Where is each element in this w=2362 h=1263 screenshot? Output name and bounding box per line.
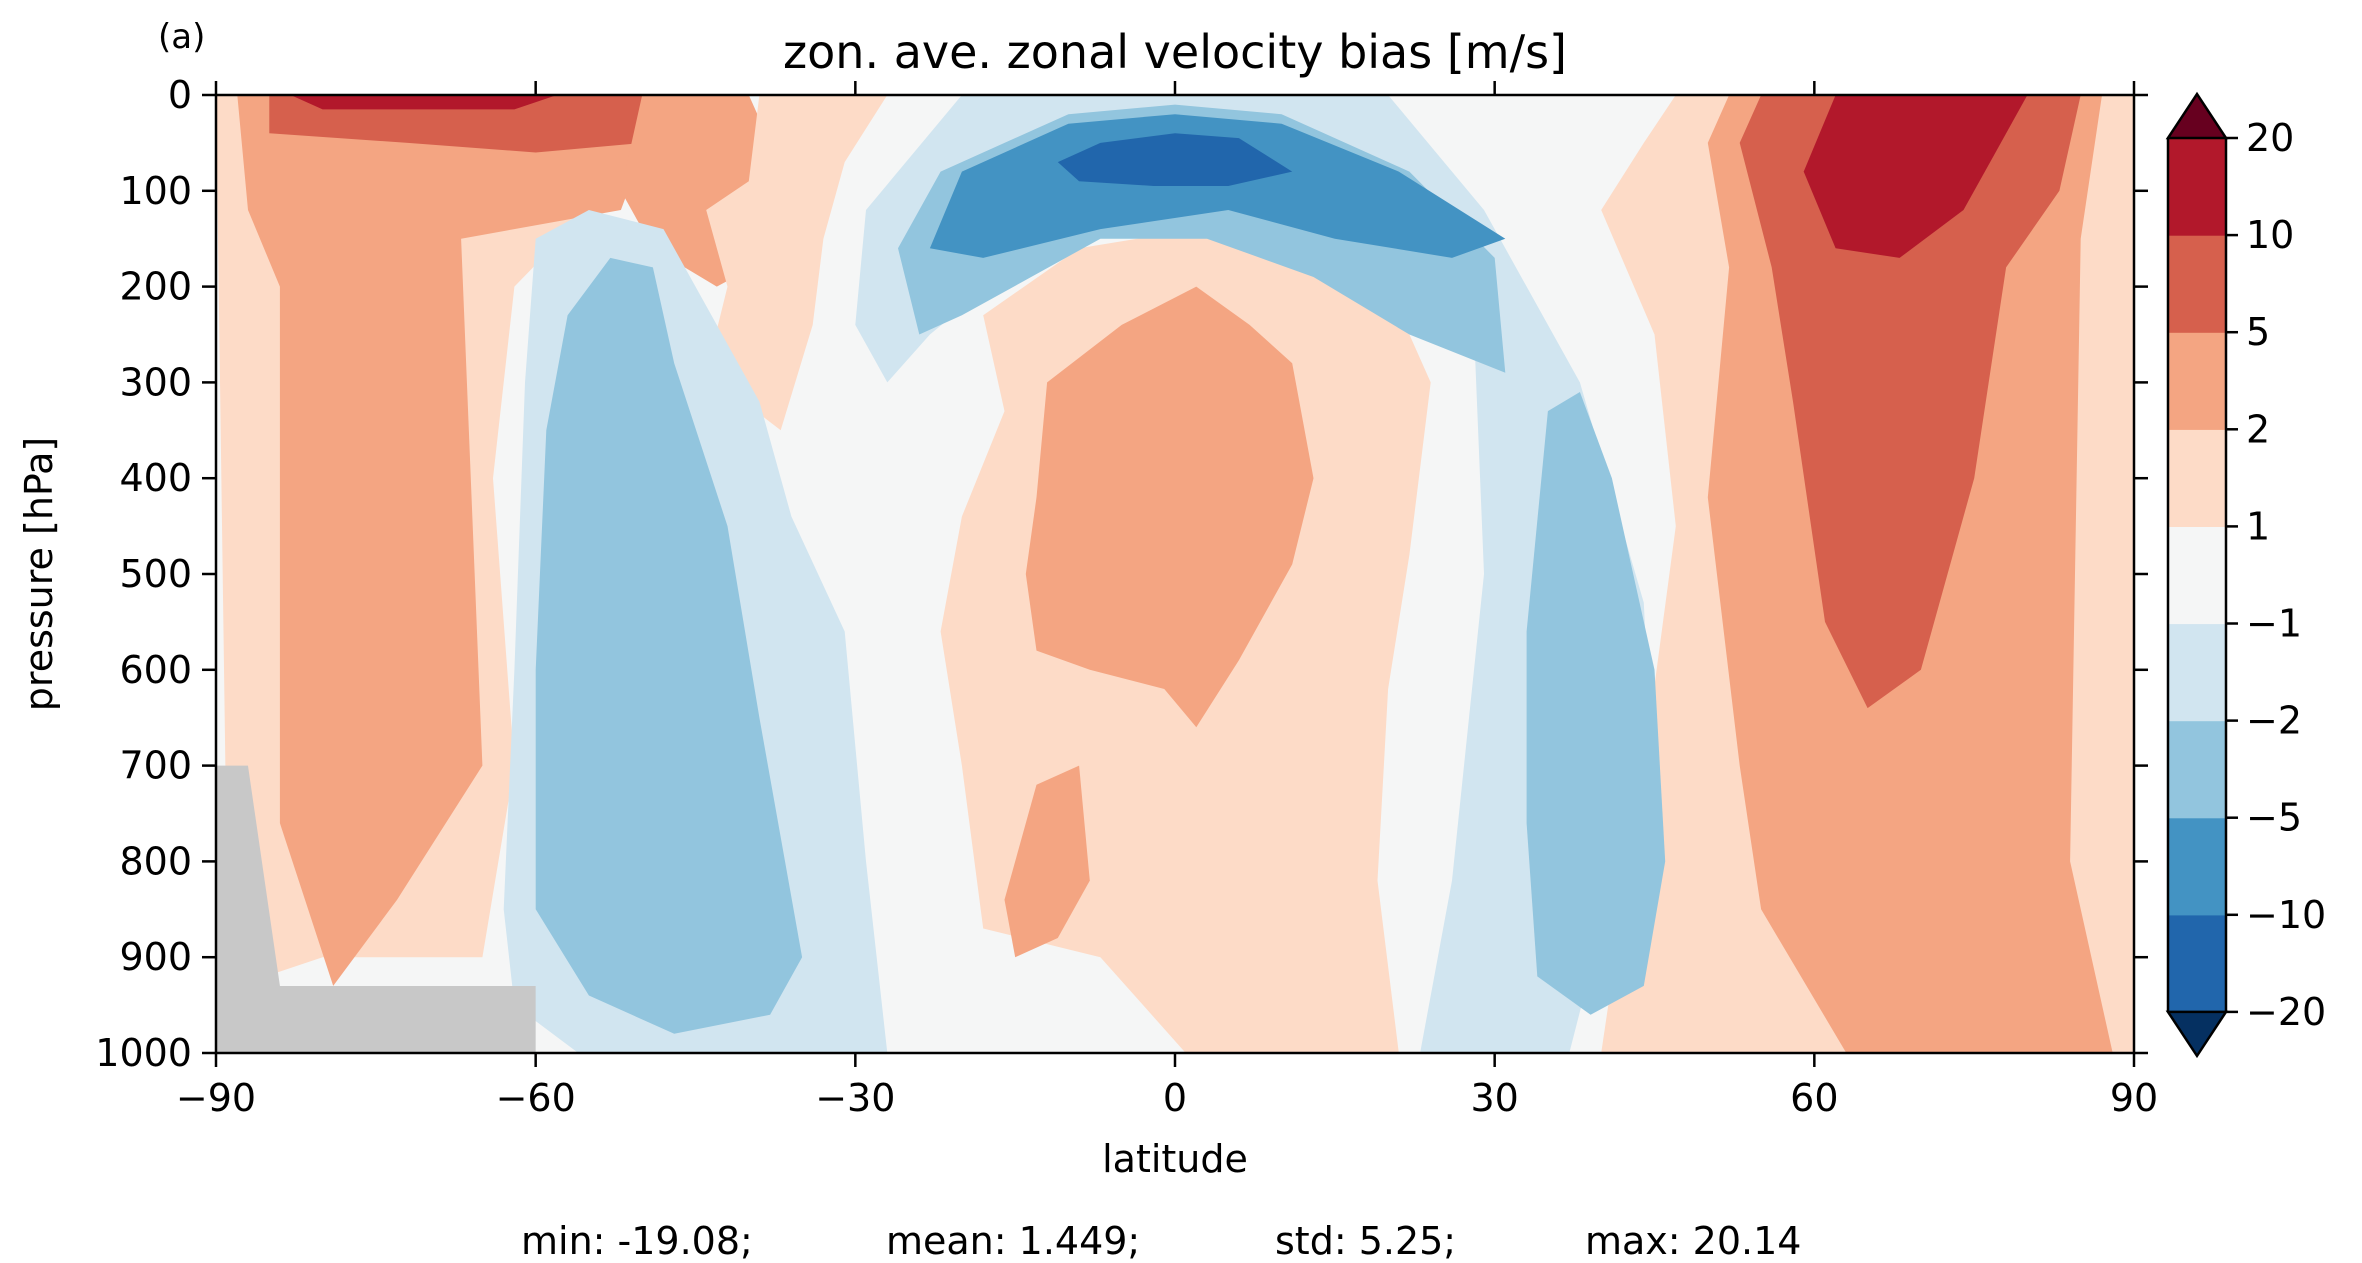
colorbar-segment	[2168, 138, 2226, 236]
y-tick-label: 0	[168, 73, 192, 117]
contour-region-8	[1004, 765, 1090, 958]
colorbar-tick-label: −20	[2246, 990, 2326, 1034]
stats-line: min: -19.08; mean: 1.449; std: 5.25; max…	[521, 1219, 1801, 1263]
colorbar-tick-label: 20	[2246, 116, 2294, 160]
y-tick-label: 1000	[95, 1031, 192, 1075]
y-tick-label: 200	[119, 265, 192, 309]
y-tick-label: 900	[119, 935, 192, 979]
contour-region-14	[535, 257, 803, 1034]
y-tick-label: 400	[119, 456, 192, 500]
colorbar-segment	[2168, 817, 2226, 916]
stat-mean: mean: 1.449;	[886, 1219, 1140, 1263]
colorbar-extend-top	[2165, 91, 2229, 140]
contour-region-19	[1526, 392, 1666, 1015]
x-tick-label: 30	[1470, 1076, 1518, 1120]
stat-max: max: 20.14	[1585, 1219, 1801, 1263]
colorbar-tick-label: −10	[2246, 893, 2326, 937]
contour-region-1	[237, 95, 664, 986]
x-tick-label: 60	[1790, 1076, 1838, 1120]
y-tick-label: 500	[119, 552, 192, 596]
panel-label: (a)	[158, 17, 205, 57]
colorbar-segment	[2168, 720, 2226, 819]
y-axis: 0 100 200 300 400 500 600 700 800 900 1000	[95, 73, 2148, 1075]
colorbar-tick-label: −5	[2246, 796, 2302, 840]
colorbar: −20 −10 −5 −2 −1 1 2 5 10 20	[2165, 91, 2326, 1059]
x-tick-label: −90	[176, 1076, 256, 1120]
contour-region-11	[1739, 95, 2081, 709]
y-tick-label: 700	[119, 744, 192, 788]
colorbar-tick-label: 10	[2246, 213, 2294, 257]
x-axis-label: latitude	[1102, 1137, 1248, 1181]
colorbar-segment	[2168, 429, 2226, 527]
colorbar-tick-label: 5	[2246, 310, 2270, 354]
x-axis: −90 −60 −30 0 30 60 90	[176, 81, 2158, 1120]
colorbar-tick-label: −2	[2246, 699, 2302, 743]
y-axis-label: pressure [hPa]	[17, 437, 61, 711]
contour-region-7	[1025, 286, 1314, 728]
contour-region-18	[1057, 133, 1293, 186]
colorbar-segment	[2168, 332, 2226, 430]
colorbar-tick-label: 2	[2246, 407, 2270, 451]
stat-min: min: -19.08;	[521, 1219, 753, 1263]
y-tick-label: 300	[119, 360, 192, 404]
contour-region-12	[1803, 95, 2028, 258]
colorbar-segment	[2168, 623, 2226, 722]
x-tick-label: 90	[2110, 1076, 2158, 1120]
contour-region-17	[929, 114, 1506, 258]
y-tick-label: 800	[119, 839, 192, 883]
colorbar-tick-label: −1	[2246, 602, 2302, 646]
x-tick-label: −60	[496, 1076, 576, 1120]
missing-data-mask	[216, 765, 536, 1053]
contour-region-5	[706, 95, 888, 431]
y-tick-label: 100	[119, 169, 192, 213]
colorbar-segment	[2168, 235, 2226, 333]
y-tick-label: 600	[119, 648, 192, 692]
chart-title: zon. ave. zonal velocity bias [m/s]	[783, 25, 1567, 79]
colorbar-tick-label: 1	[2246, 504, 2270, 548]
colorbar-extend-bottom	[2165, 1010, 2229, 1059]
colorbar-segment	[2168, 526, 2226, 625]
x-tick-label: 0	[1163, 1076, 1187, 1120]
stat-std: std: 5.25;	[1275, 1219, 1456, 1263]
plot-area	[216, 95, 2134, 1053]
x-tick-label: −30	[815, 1076, 895, 1120]
contour-fills	[216, 95, 2134, 1053]
contour-region-3	[290, 95, 557, 110]
colorbar-segment	[2168, 914, 2226, 1013]
